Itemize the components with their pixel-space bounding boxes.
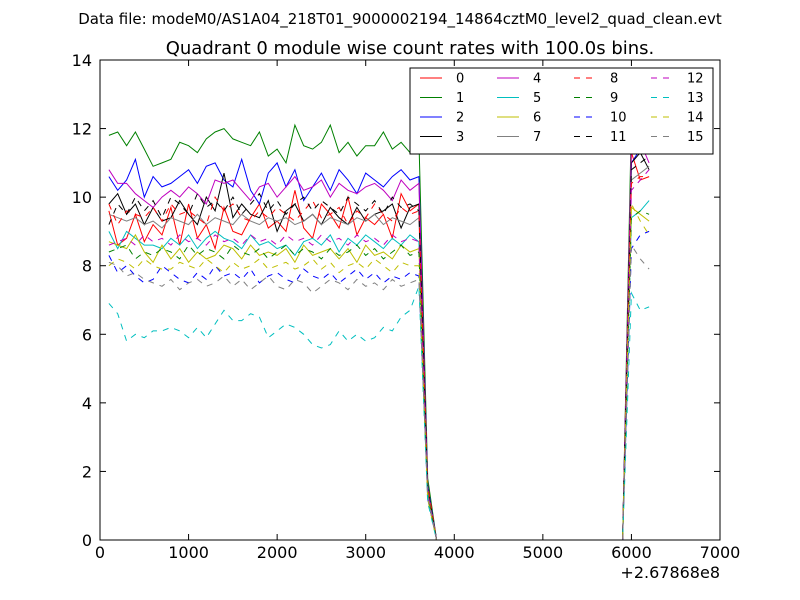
series-line-14	[108, 202, 650, 541]
x-tick-label: 2000	[257, 543, 298, 562]
x-tick-label: 0	[95, 543, 105, 562]
legend-label-3: 3	[456, 130, 464, 145]
legend-label-13: 13	[687, 91, 704, 106]
y-tick-label: 12	[72, 120, 92, 139]
series-line-0	[108, 152, 650, 541]
legend-label-7: 7	[533, 130, 541, 145]
series-line-4	[108, 141, 650, 541]
x-tick-label: 7000	[700, 543, 741, 562]
plot-frame	[99, 59, 721, 541]
x-tick-label: 4000	[434, 543, 475, 562]
chart-title: Quadrant 0 module wise count rates with …	[166, 38, 655, 59]
series-line-8	[108, 176, 650, 541]
legend-label-5: 5	[533, 91, 541, 106]
y-tick-label: 6	[82, 325, 92, 344]
chart-suptitle: Data file: modeM0/AS1A04_218T01_90000021…	[78, 10, 722, 29]
legend-label-4: 4	[533, 72, 541, 87]
y-tick-label: 14	[72, 51, 92, 70]
series-line-7	[108, 165, 650, 541]
series-line-13	[108, 286, 650, 541]
x-tick-label: 3000	[345, 543, 386, 562]
series-line-5	[108, 200, 650, 541]
series-line-2	[108, 145, 650, 541]
legend-label-6: 6	[533, 111, 541, 126]
x-tick-label: 6000	[611, 543, 652, 562]
y-tick-label: 0	[82, 531, 92, 550]
legend-label-2: 2	[456, 111, 464, 126]
y-tick-label: 2	[82, 462, 92, 481]
x-tick-label: 1000	[168, 543, 209, 562]
legend-label-9: 9	[610, 91, 618, 106]
series-line-12	[108, 169, 650, 541]
y-tick-label: 10	[72, 188, 92, 207]
series-line-15	[108, 243, 650, 541]
legend-box	[409, 67, 714, 155]
legend-label-0: 0	[456, 72, 464, 87]
x-offset-label: +2.67868e8	[620, 563, 720, 582]
series-line-6	[108, 206, 650, 541]
legend-label-11: 11	[610, 130, 627, 145]
x-tick-label: 5000	[522, 543, 563, 562]
legend-label-1: 1	[456, 91, 464, 106]
legend-label-10: 10	[610, 111, 627, 126]
legend-label-15: 15	[687, 130, 704, 145]
series-line-10	[108, 230, 650, 541]
series-layer	[108, 90, 650, 541]
series-line-11	[108, 155, 650, 541]
y-tick-label: 4	[82, 394, 92, 413]
series-line-1	[108, 90, 650, 541]
legend-label-14: 14	[687, 111, 704, 126]
y-tick-label: 8	[82, 257, 92, 276]
legend-label-12: 12	[687, 72, 704, 87]
legend-label-8: 8	[610, 72, 618, 87]
